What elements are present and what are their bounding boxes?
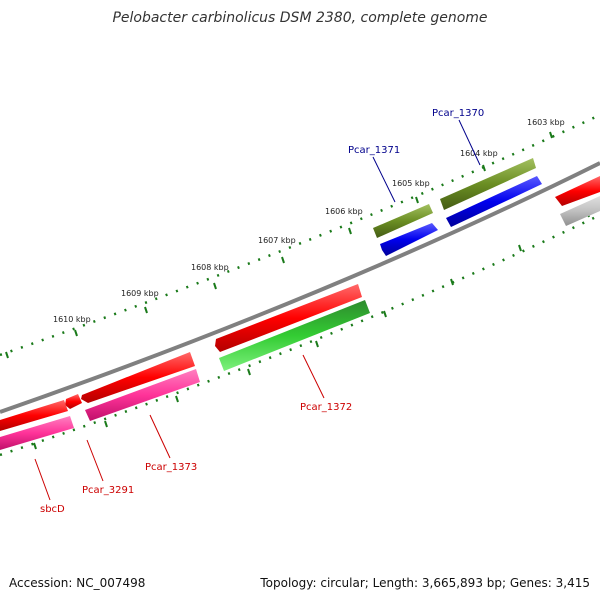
gene-label-pcar-1373[interactable]: Pcar_1373 — [145, 462, 197, 473]
gene-label-pcar-1370[interactable]: Pcar_1370 — [432, 108, 484, 119]
genome-summary-text: Topology: circular; Length: 3,665,893 bp… — [260, 576, 590, 590]
feature-red-pcar-1372[interactable] — [215, 284, 362, 352]
feature-olive-pcar-1370[interactable] — [440, 158, 536, 210]
kbp-label-1609: 1609 kbp — [121, 289, 159, 298]
feature-red-sbcD[interactable] — [0, 400, 68, 431]
gene-label-pcar-3291[interactable]: Pcar_3291 — [82, 485, 134, 496]
leader-pcar-3291 — [86, 439, 104, 482]
kbp-label-1610: 1610 kbp — [53, 315, 91, 324]
gene-label-pcar-1372[interactable]: Pcar_1372 — [300, 402, 352, 413]
leader-pcar-1373 — [149, 414, 171, 459]
kbp-label-1608: 1608 kbp — [191, 263, 229, 272]
gene-label-pcar-1371[interactable]: Pcar_1371 — [348, 145, 400, 156]
feature-red-edge[interactable] — [555, 176, 600, 206]
feature-pink-sbcD[interactable] — [0, 416, 74, 450]
outer-dotted-track — [0, 113, 600, 357]
feature-olive-pcar-1371[interactable] — [373, 204, 433, 238]
feature-red-pcar-3291[interactable] — [65, 394, 82, 409]
leader-pcar-1370 — [458, 119, 481, 166]
kbp-label-1604: 1604 kbp — [460, 149, 498, 158]
leader-pcar-1371 — [372, 156, 396, 203]
kbp-label-1605: 1605 kbp — [392, 179, 430, 188]
feature-blue-pcar-1371[interactable] — [380, 223, 438, 256]
leader-pcar-1372 — [302, 354, 325, 399]
leader-sbcD — [34, 458, 51, 501]
outer-major-ticks — [5, 131, 553, 359]
feature-blue-pcar-1370[interactable] — [446, 176, 542, 227]
kbp-label-1607: 1607 kbp — [258, 236, 296, 245]
genome-title: Pelobacter carbinolicus DSM 2380, comple… — [112, 10, 488, 26]
feature-pink-pcar-1373[interactable] — [85, 369, 200, 421]
feature-gray-edge[interactable] — [560, 196, 600, 226]
feature-red-pcar-1373[interactable] — [81, 352, 195, 403]
inner-dotted-track — [0, 213, 600, 457]
gene-label-sbcD[interactable]: sbcD — [40, 504, 65, 515]
feature-green-pcar-1372[interactable] — [219, 300, 370, 371]
kbp-label-1603: 1603 kbp — [527, 118, 565, 127]
genome-backbone — [0, 161, 600, 414]
kbp-label-1606: 1606 kbp — [325, 207, 363, 216]
accession-text: Accession: NC_007498 — [9, 576, 146, 590]
